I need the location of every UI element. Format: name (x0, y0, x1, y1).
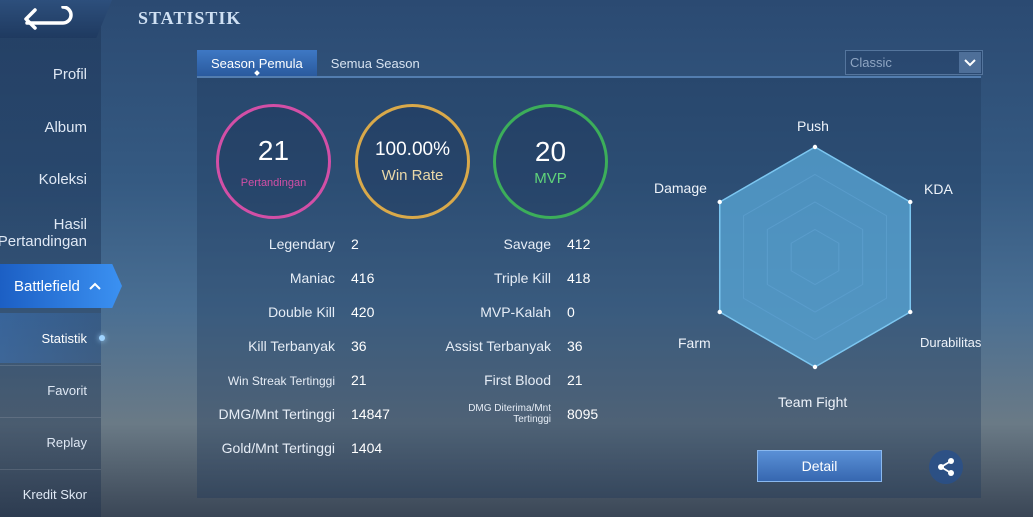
sidebar-item-battlefield[interactable]: Battlefield (0, 264, 122, 308)
stat-label-line: DMG Diterima/Mnt (468, 403, 551, 414)
share-button[interactable] (929, 450, 963, 484)
win-rate-label: Win Rate (381, 167, 444, 184)
stat-value: 412 (567, 236, 591, 252)
stat-label: DMG Diterima/Mnt Tertinggi (400, 403, 551, 425)
matches-ring: 21 Pertandingan (216, 104, 331, 219)
page-title: STATISTIK (138, 8, 242, 28)
radar-point (717, 309, 722, 315)
matches-count: 21 (257, 134, 290, 166)
stat-value: 1404 (351, 440, 383, 456)
stat-label-line: Tertinggi (513, 414, 551, 425)
stat-value: 36 (567, 338, 583, 354)
radar-value-area (718, 146, 912, 368)
radar-label-durabilitas: Durabilitas (920, 335, 982, 350)
radar-point (908, 309, 913, 315)
radar-point (812, 364, 818, 370)
stat-label: Gold/Mnt Tertinggi (221, 440, 335, 456)
season-tabs: Season Pemula Semua Season (197, 50, 434, 76)
mode-select-value: Classic (850, 55, 892, 70)
stat-value: 416 (351, 270, 375, 286)
stat-label: First Blood (484, 372, 551, 388)
sidebar-subitem-replay[interactable]: Replay (46, 435, 87, 450)
sidebar-item-label: Hasil (53, 216, 87, 233)
divider (0, 469, 101, 470)
radar-label-push: Push (797, 118, 829, 134)
radar-chart (717, 144, 913, 370)
sidebar-subitem-statistik[interactable]: Statistik (0, 313, 105, 363)
sidebar-subitem-label: Statistik (41, 330, 87, 346)
radar-point (812, 144, 818, 150)
stat-value: 418 (567, 270, 591, 286)
active-indicator (99, 335, 105, 341)
radar-label-farm: Farm (678, 335, 711, 351)
sidebar-subitem-favorit[interactable]: Favorit (47, 383, 87, 398)
mvp-label: MVP (534, 170, 567, 187)
stat-label: MVP-Kalah (480, 304, 551, 320)
radar-grid-ring (766, 201, 864, 313)
stat-label: DMG/Mnt Tertinggi (218, 406, 335, 422)
mode-select[interactable]: Classic (845, 50, 983, 75)
divider (0, 365, 101, 366)
stat-value: 14847 (351, 406, 390, 422)
win-rate-ring: 100.00% Win Rate (355, 104, 470, 219)
back-arrow-icon (24, 6, 73, 30)
stat-label: Kill Terbanyak (248, 338, 335, 354)
detail-button[interactable]: Detail (757, 450, 882, 482)
sidebar-item-profil[interactable]: Profil (52, 66, 87, 83)
radar-label-damage: Damage (654, 180, 707, 196)
tab-semua-season[interactable]: Semua Season (330, 55, 420, 71)
sidebar-item-hasil-pertandingan[interactable]: Hasil Pertandingan (0, 216, 101, 250)
stat-value: 36 (351, 338, 367, 354)
stat-value: 0 (567, 304, 575, 320)
stat-value: 21 (351, 372, 367, 388)
chevron-down-icon (959, 52, 981, 73)
radar-grid-ring (743, 173, 887, 341)
chevron-up-icon (89, 282, 101, 290)
stat-label: Maniac (289, 270, 335, 286)
mvp-count: 20 (534, 136, 567, 167)
radar-point (908, 199, 913, 205)
divider (0, 417, 101, 418)
radar-label-team-fight: Team Fight (778, 394, 848, 410)
sidebar-item-koleksi[interactable]: Koleksi (38, 171, 87, 188)
tab-underline (197, 76, 981, 78)
stat-value: 420 (351, 304, 375, 320)
sidebar (0, 0, 101, 517)
stat-label: Double Kill (268, 304, 335, 320)
radar-grid-ring (790, 228, 840, 286)
sidebar-item-label: Battlefield (14, 277, 80, 295)
sidebar-item-label: Pertandingan (0, 233, 87, 250)
stat-label: Win Streak Tertinggi (227, 374, 335, 388)
radar-label-kda: KDA (924, 181, 953, 197)
stat-label: Triple Kill (493, 270, 551, 286)
stat-value: 2 (351, 236, 359, 252)
stat-label: Assist Terbanyak (445, 338, 551, 354)
matches-label: Pertandingan (240, 176, 307, 189)
radar-point (717, 199, 722, 205)
stat-label: Savage (503, 236, 551, 252)
stat-label: Legendary (268, 236, 335, 252)
sidebar-item-album[interactable]: Album (44, 119, 87, 136)
win-rate-value: 100.00% (374, 139, 450, 160)
tab-season-pemula[interactable]: Season Pemula (197, 50, 317, 76)
share-icon (938, 458, 954, 476)
mvp-ring: 20 MVP (493, 104, 608, 219)
stat-value: 21 (567, 372, 583, 388)
sidebar-subitem-kredit-skor[interactable]: Kredit Skor (22, 487, 87, 502)
stat-value: 8095 (567, 406, 599, 422)
back-button[interactable] (0, 0, 112, 38)
